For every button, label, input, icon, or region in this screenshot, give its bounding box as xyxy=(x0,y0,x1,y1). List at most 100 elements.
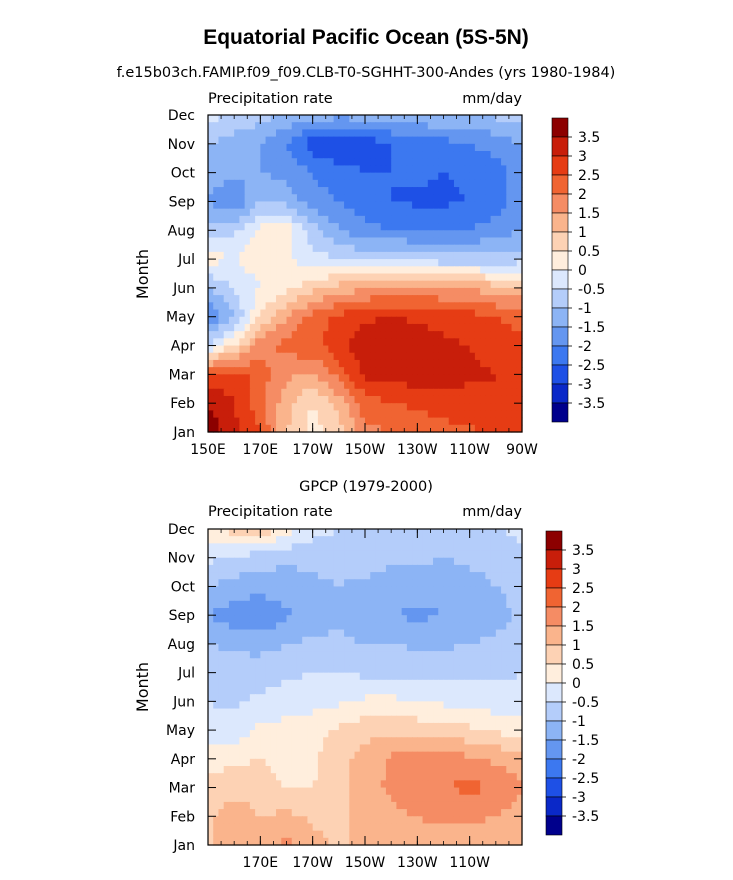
heatmap-cell xyxy=(249,395,256,404)
heatmap-cell xyxy=(317,708,324,717)
heatmap-cell xyxy=(276,158,282,167)
heatmap-cell xyxy=(490,237,497,246)
heatmap-cell xyxy=(223,658,230,667)
heatmap-cell xyxy=(286,143,293,152)
heatmap-cell xyxy=(417,608,424,616)
heatmap-cell xyxy=(464,309,471,318)
heatmap-cell xyxy=(396,158,403,167)
heatmap-cell xyxy=(244,331,251,339)
heatmap-cell xyxy=(511,593,518,602)
heatmap-cell xyxy=(270,694,277,702)
heatmap-cell xyxy=(480,687,486,695)
heatmap-cell xyxy=(453,410,460,419)
heatmap-cell xyxy=(396,129,403,138)
heatmap-cell xyxy=(255,679,261,688)
heatmap-cell xyxy=(375,658,382,667)
heatmap-cell xyxy=(255,172,261,181)
heatmap-cell xyxy=(244,780,251,789)
heatmap-cell xyxy=(213,737,220,746)
heatmap-cell xyxy=(265,115,272,123)
heatmap-cell xyxy=(328,615,335,623)
heatmap-cell xyxy=(391,388,397,397)
heatmap-cell xyxy=(516,679,523,688)
heatmap-cell xyxy=(296,780,303,789)
heatmap-cell xyxy=(208,122,214,130)
heatmap-cell xyxy=(375,388,382,397)
heatmap-cell xyxy=(412,417,418,426)
heatmap-cell xyxy=(516,557,523,566)
heatmap-cell xyxy=(276,615,282,623)
heatmap-cell xyxy=(453,715,460,724)
heatmap-cell xyxy=(359,417,366,426)
heatmap-cell xyxy=(396,359,403,368)
heatmap-cell xyxy=(422,251,429,260)
heatmap-cell xyxy=(354,215,361,224)
heatmap-cell xyxy=(469,403,476,411)
heatmap-cell xyxy=(385,593,392,602)
heatmap-cell xyxy=(349,722,356,731)
heatmap-cell xyxy=(375,302,382,311)
heatmap-cell xyxy=(323,701,329,710)
heatmap-cell xyxy=(417,251,424,260)
heatmap-cell xyxy=(480,658,486,667)
heatmap-cell xyxy=(354,529,361,537)
heatmap-cell xyxy=(317,722,324,731)
heatmap-cell xyxy=(291,694,298,702)
heatmap-cell xyxy=(396,679,403,688)
heatmap-cell xyxy=(255,259,261,267)
heatmap-cell xyxy=(317,543,324,552)
heatmap-cell xyxy=(281,694,288,702)
heatmap-cell xyxy=(422,722,429,731)
heatmap-cell xyxy=(260,187,267,195)
heatmap-cell xyxy=(412,579,418,588)
heatmap-cell xyxy=(249,273,256,282)
heatmap-cell xyxy=(370,122,377,130)
heatmap-cell xyxy=(323,280,329,289)
heatmap-cell xyxy=(213,766,220,774)
heatmap-cell xyxy=(375,564,382,573)
heatmap-cell xyxy=(370,687,377,695)
heatmap-cell xyxy=(213,622,220,631)
heatmap-cell xyxy=(422,643,429,652)
heatmap-cell xyxy=(396,730,403,738)
heatmap-cell xyxy=(485,672,492,681)
colorbar-label: -0.5 xyxy=(578,282,605,298)
heatmap-cell xyxy=(501,672,507,681)
heatmap-cell xyxy=(286,115,293,123)
heatmap-cell xyxy=(286,287,293,296)
heatmap-cell xyxy=(495,230,502,239)
heatmap-cell xyxy=(208,179,214,188)
heatmap-cell xyxy=(281,172,288,181)
heatmap-cell xyxy=(459,223,466,231)
heatmap-cell xyxy=(370,194,377,203)
heatmap-cell xyxy=(511,273,518,282)
heatmap-cell xyxy=(427,223,434,231)
heatmap-cell xyxy=(385,208,392,217)
heatmap-cell xyxy=(453,579,460,588)
heatmap-cell xyxy=(365,395,371,404)
heatmap-cell xyxy=(312,417,319,426)
heatmap-cell xyxy=(480,244,486,253)
heatmap-cell xyxy=(370,367,377,375)
heatmap-cell xyxy=(485,629,492,638)
heatmap-cell xyxy=(453,129,460,138)
heatmap-cell xyxy=(228,237,235,246)
heatmap-cell xyxy=(307,280,314,289)
heatmap-cell xyxy=(427,766,434,774)
heatmap-cell xyxy=(453,543,460,552)
heatmap-cell xyxy=(270,651,277,659)
heatmap-cell xyxy=(490,208,497,217)
heatmap-cell xyxy=(234,403,240,411)
heatmap-cell xyxy=(223,143,230,152)
heatmap-cell xyxy=(433,550,439,559)
heatmap-cell xyxy=(239,737,246,746)
heatmap-cell xyxy=(286,766,293,774)
heatmap-cell xyxy=(453,608,460,616)
heatmap-cell xyxy=(474,737,481,746)
heatmap-cell xyxy=(344,165,350,174)
heatmap-cell xyxy=(438,665,445,674)
heatmap-cell xyxy=(281,737,288,746)
heatmap-cell xyxy=(516,615,523,623)
heatmap-cell xyxy=(349,237,356,246)
heatmap-cell xyxy=(286,672,293,681)
